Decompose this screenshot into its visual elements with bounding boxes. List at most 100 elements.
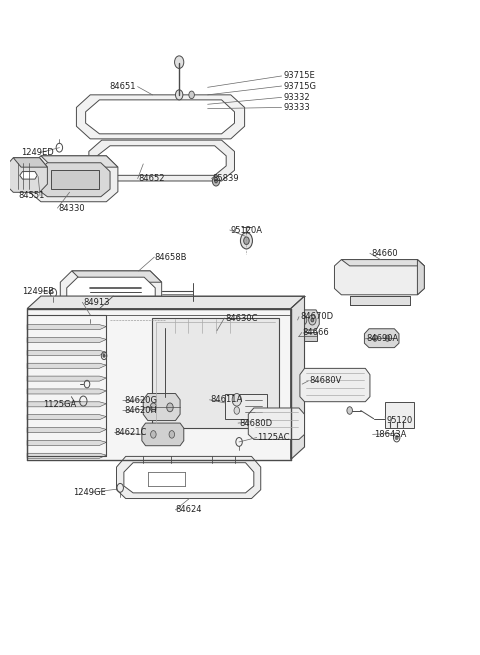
Circle shape (169, 430, 175, 438)
Text: 84670D: 84670D (300, 312, 333, 322)
Text: 84611A: 84611A (211, 396, 243, 404)
Polygon shape (27, 415, 107, 420)
Polygon shape (300, 368, 370, 402)
Text: 84330: 84330 (58, 204, 84, 212)
Circle shape (311, 318, 314, 322)
Polygon shape (27, 296, 304, 309)
Text: 84660: 84660 (372, 249, 398, 258)
Polygon shape (117, 457, 261, 498)
Polygon shape (364, 329, 399, 348)
Polygon shape (60, 271, 162, 314)
Polygon shape (335, 259, 424, 295)
Polygon shape (97, 146, 226, 176)
Polygon shape (76, 95, 245, 139)
Polygon shape (27, 402, 107, 407)
Polygon shape (41, 156, 118, 167)
Circle shape (347, 407, 352, 414)
Text: 84690A: 84690A (366, 334, 398, 343)
Polygon shape (27, 389, 107, 394)
Circle shape (372, 335, 377, 341)
Polygon shape (27, 325, 107, 329)
Polygon shape (291, 296, 304, 460)
Circle shape (176, 90, 183, 100)
Text: 93332: 93332 (284, 93, 311, 102)
Circle shape (103, 354, 105, 357)
Circle shape (175, 56, 184, 68)
Text: 1125AC: 1125AC (257, 433, 290, 442)
Circle shape (244, 237, 249, 244)
Circle shape (167, 403, 173, 412)
Polygon shape (165, 328, 256, 397)
Text: 84630C: 84630C (225, 314, 258, 322)
Circle shape (151, 430, 156, 438)
Text: 84666: 84666 (303, 328, 329, 337)
Text: 93333: 93333 (284, 103, 311, 112)
Text: 84651: 84651 (110, 82, 136, 91)
Text: 1249ED: 1249ED (21, 148, 54, 157)
Circle shape (215, 179, 217, 183)
Polygon shape (27, 337, 107, 343)
Text: 18643A: 18643A (373, 430, 406, 439)
Text: 84913: 84913 (84, 298, 110, 307)
Bar (385, 402, 414, 428)
Text: 1125GA: 1125GA (43, 400, 76, 409)
Text: 84652: 84652 (139, 174, 165, 183)
Circle shape (232, 394, 241, 406)
Text: 93715E: 93715E (284, 71, 315, 81)
Polygon shape (294, 310, 319, 330)
Circle shape (309, 315, 316, 325)
Text: 85839: 85839 (212, 174, 239, 183)
Text: 84621C: 84621C (115, 428, 147, 437)
Circle shape (212, 176, 220, 186)
Polygon shape (37, 162, 110, 196)
Circle shape (385, 335, 390, 341)
Polygon shape (13, 158, 48, 167)
Polygon shape (27, 364, 107, 368)
Circle shape (240, 233, 252, 249)
Bar (51, 170, 99, 189)
Text: 84658B: 84658B (155, 253, 187, 261)
Polygon shape (20, 172, 37, 179)
Polygon shape (85, 100, 234, 134)
Polygon shape (29, 156, 118, 202)
Polygon shape (248, 408, 304, 440)
Text: 1249EB: 1249EB (23, 286, 55, 295)
Text: 84620H: 84620H (124, 406, 157, 415)
Text: 84680V: 84680V (309, 377, 341, 385)
Polygon shape (27, 296, 304, 460)
Polygon shape (165, 328, 267, 406)
Bar (153, 318, 279, 428)
Polygon shape (27, 376, 107, 381)
Polygon shape (298, 332, 317, 341)
Polygon shape (27, 428, 107, 432)
Circle shape (396, 436, 398, 440)
Polygon shape (165, 317, 267, 328)
Polygon shape (124, 462, 254, 493)
Polygon shape (225, 394, 267, 419)
Circle shape (300, 315, 307, 325)
Polygon shape (341, 259, 424, 266)
Polygon shape (418, 259, 424, 295)
Polygon shape (5, 158, 48, 193)
Text: 84551: 84551 (19, 191, 45, 200)
Text: 84620G: 84620G (124, 396, 157, 405)
Polygon shape (142, 423, 184, 445)
Text: 1249GE: 1249GE (73, 488, 106, 496)
Polygon shape (89, 140, 234, 181)
Polygon shape (72, 271, 162, 282)
Text: 95120: 95120 (386, 416, 413, 425)
Polygon shape (27, 350, 107, 356)
Polygon shape (27, 453, 107, 458)
Text: 84624: 84624 (176, 506, 202, 514)
Text: 93715G: 93715G (284, 81, 317, 90)
Circle shape (234, 407, 240, 414)
Text: 84680D: 84680D (239, 419, 272, 428)
Polygon shape (349, 296, 410, 305)
Polygon shape (27, 440, 107, 445)
Circle shape (150, 403, 156, 412)
Circle shape (189, 91, 194, 99)
Text: 95120A: 95120A (231, 225, 263, 234)
Bar (172, 319, 250, 333)
Polygon shape (67, 277, 155, 309)
Circle shape (302, 318, 304, 322)
